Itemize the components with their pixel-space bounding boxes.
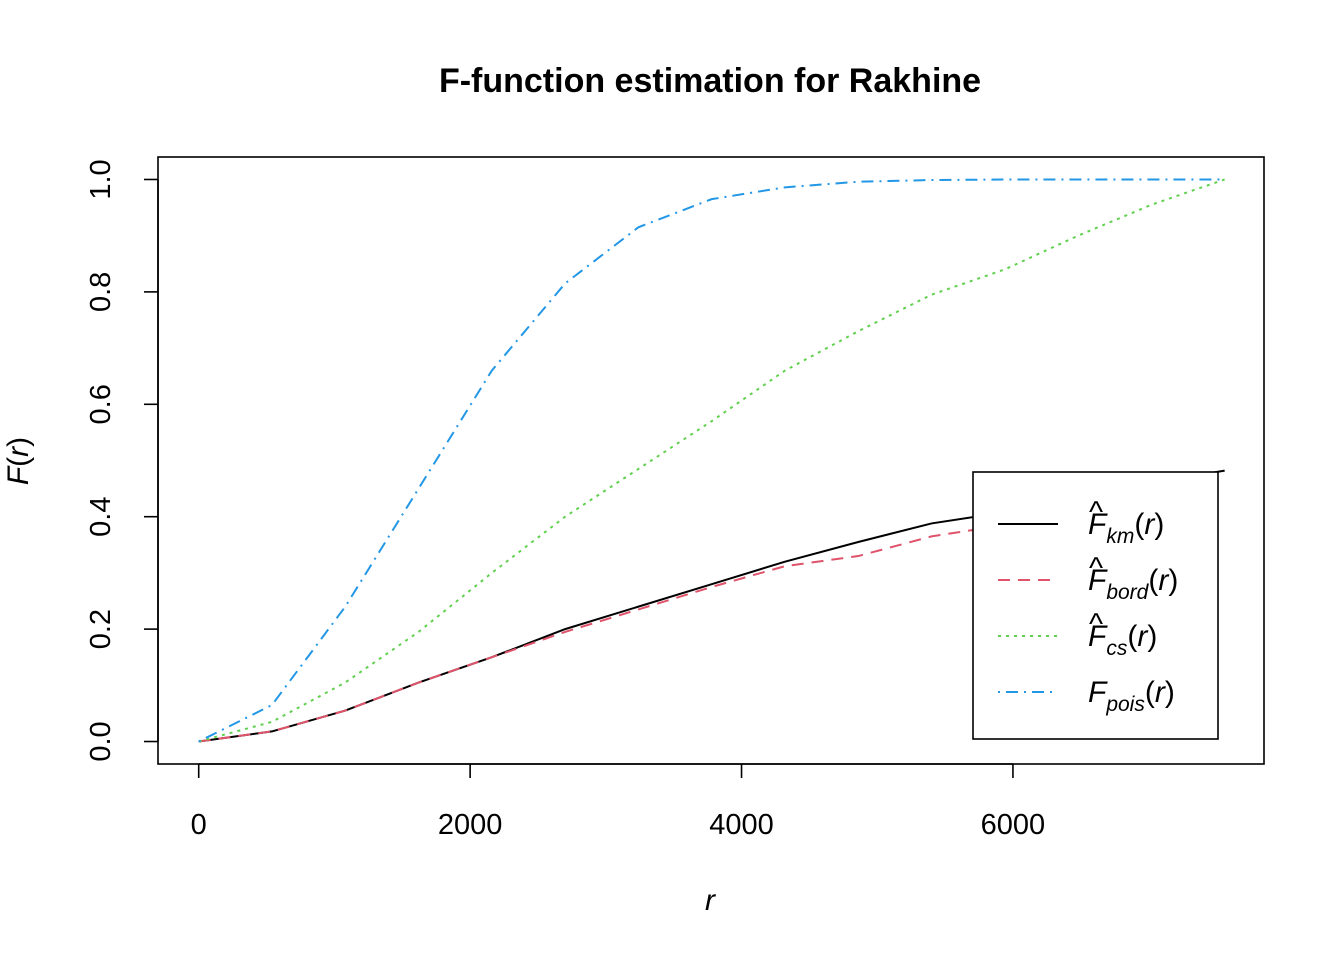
x-tick-label: 0 xyxy=(191,809,207,841)
legend-main-symbol: F xyxy=(1088,564,1108,597)
legend-paren: ) xyxy=(1147,620,1157,653)
x-tick-label: 4000 xyxy=(709,809,774,841)
legend-label-km: Fkm(r) xyxy=(1088,508,1164,548)
y-tick-label: 0.0 xyxy=(85,721,117,761)
y-axis-label-paren: ( xyxy=(2,457,35,467)
legend-paren: ( xyxy=(1134,508,1144,541)
legend-box xyxy=(972,471,1219,740)
legend-paren: ( xyxy=(1148,564,1158,597)
x-axis: 0 2000 4000 6000 xyxy=(191,763,1046,841)
legend-arg: r xyxy=(1144,508,1155,541)
y-tick-label: 0.2 xyxy=(85,609,117,649)
series-line-pois xyxy=(198,178,1225,743)
legend-subscript: cs xyxy=(1106,637,1128,660)
legend-paren: ) xyxy=(1165,676,1175,709)
series-line-cs xyxy=(198,178,1225,743)
y-tick-label: 0.6 xyxy=(85,384,117,424)
y-axis-label-arg: r xyxy=(2,446,35,457)
legend-paren: ) xyxy=(1154,508,1164,541)
y-axis-label-paren: ) xyxy=(2,437,35,447)
y-tick-label: 0.8 xyxy=(85,272,117,312)
x-tick-label: 6000 xyxy=(981,809,1046,841)
legend-subscript: bord xyxy=(1106,581,1149,604)
legend-paren: ( xyxy=(1127,620,1137,653)
x-axis-label: r xyxy=(705,884,716,917)
legend-hat-bord: ^ xyxy=(1089,552,1103,585)
legend-arg: r xyxy=(1158,564,1169,597)
legend-paren: ( xyxy=(1145,676,1155,709)
chart-title: F-function estimation for Rakhine xyxy=(439,62,981,100)
legend-arg: r xyxy=(1137,620,1148,653)
legend-label-cs: Fcs(r) xyxy=(1088,620,1157,660)
y-axis-label: F(r) xyxy=(2,437,35,485)
legend-label-bord: Fbord(r) xyxy=(1088,564,1178,604)
legend-hat-km: ^ xyxy=(1089,496,1103,529)
legend-main-symbol: F xyxy=(1088,676,1108,709)
legend-arg: r xyxy=(1155,676,1166,709)
legend-subscript: km xyxy=(1106,525,1134,548)
legend-subscript: pois xyxy=(1105,693,1145,716)
legend: Fkm(r)^Fbord(r)^Fcs(r)^Fpois(r) xyxy=(972,471,1219,740)
legend-label-pois: Fpois(r) xyxy=(1088,676,1175,716)
legend-main-symbol: F xyxy=(1088,620,1108,653)
y-tick-label: 0.4 xyxy=(85,497,117,537)
y-axis: 0.0 0.2 0.4 0.6 0.8 1.0 xyxy=(85,159,159,762)
legend-hat-cs: ^ xyxy=(1089,608,1103,641)
x-tick-label: 2000 xyxy=(438,809,503,841)
legend-main-symbol: F xyxy=(1088,508,1108,541)
y-tick-label: 1.0 xyxy=(85,159,117,199)
legend-paren: ) xyxy=(1168,564,1178,597)
